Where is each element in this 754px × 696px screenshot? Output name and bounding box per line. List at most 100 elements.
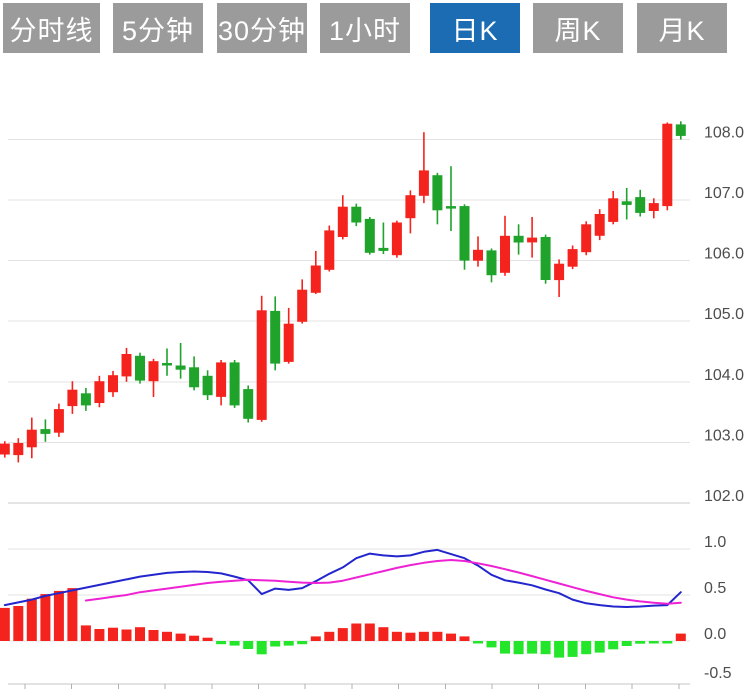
- macd-bar: [500, 641, 510, 654]
- candle-body: [567, 249, 578, 267]
- candle-body: [0, 443, 10, 455]
- candle-body: [67, 389, 78, 407]
- macd-bar: [581, 641, 592, 655]
- candle-body: [446, 206, 456, 209]
- macd-axis-label: 0.5: [704, 580, 726, 597]
- tab-daily-k[interactable]: 日K: [430, 3, 520, 53]
- candle-body: [202, 375, 213, 396]
- macd-bar: [351, 623, 362, 641]
- candle-body: [324, 230, 335, 270]
- macd-bar: [202, 637, 213, 641]
- macd-bar: [324, 631, 335, 641]
- macd-bar: [378, 627, 389, 641]
- macd-bar: [229, 641, 240, 646]
- macd-bar: [594, 641, 605, 653]
- candle-wick: [166, 348, 168, 376]
- candle-body: [500, 235, 510, 273]
- macd-bar: [283, 641, 294, 646]
- candle-body: [175, 365, 186, 370]
- candle-body: [189, 367, 200, 388]
- candle-body: [216, 362, 227, 397]
- tab-30min[interactable]: 30分钟: [217, 3, 307, 53]
- candle-body: [513, 235, 524, 243]
- macd-bar: [256, 641, 267, 655]
- candle-body: [432, 175, 443, 211]
- candle-wick: [423, 132, 425, 204]
- macd-histogram: [0, 588, 686, 658]
- macd-bar: [175, 633, 186, 641]
- macd-axis-label: -0.5: [704, 665, 732, 682]
- candle-wick: [179, 343, 182, 379]
- candle-body: [80, 393, 91, 406]
- macd-bar: [621, 641, 632, 646]
- candle-body: [648, 203, 659, 211]
- macd-bar: [189, 635, 200, 641]
- candle-body: [162, 363, 172, 366]
- candle-body: [94, 381, 105, 403]
- candle-body: [391, 222, 402, 256]
- candle-body: [581, 224, 592, 253]
- tab-monthly-k[interactable]: 月K: [637, 3, 727, 53]
- tab-1hour[interactable]: 1小时: [320, 3, 410, 53]
- macd-bar: [486, 641, 497, 648]
- macd-bar: [446, 633, 456, 641]
- macd-bar: [527, 641, 538, 654]
- candle-body: [108, 375, 118, 393]
- blue-line: [3, 548, 682, 608]
- candle-body: [310, 265, 321, 293]
- macd-bar: [40, 594, 51, 641]
- candle-body: [297, 289, 308, 322]
- macd-bar: [432, 631, 443, 641]
- candle-body: [418, 170, 429, 196]
- candle-body: [378, 247, 389, 251]
- candle-body: [621, 201, 632, 205]
- macd-bar: [13, 606, 24, 641]
- candle-body: [53, 409, 64, 433]
- candles: [0, 121, 686, 463]
- macd-bar: [675, 633, 686, 641]
- macd-bar: [243, 641, 254, 649]
- macd-bar: [554, 641, 565, 658]
- candle-body: [229, 362, 240, 406]
- candle-body: [405, 195, 416, 219]
- macd-bar: [0, 607, 10, 641]
- macd-axis-label: 1.0: [704, 534, 726, 551]
- macd-bar: [297, 641, 308, 645]
- candle-body: [148, 361, 159, 382]
- candle-body: [662, 123, 673, 207]
- tab-minute-line[interactable]: 分时线: [3, 3, 100, 53]
- macd-bar: [67, 588, 78, 641]
- candle-body: [121, 354, 132, 377]
- price-axis-label: 107.0: [704, 185, 744, 202]
- candle-body: [351, 206, 362, 223]
- tab-weekly-k[interactable]: 周K: [533, 3, 623, 53]
- candle-body: [473, 249, 483, 261]
- candle-body: [459, 206, 470, 261]
- macd-bar: [459, 636, 470, 641]
- candle-body: [635, 197, 646, 213]
- macd-bar: [108, 627, 118, 641]
- candle-body: [135, 355, 145, 381]
- macd-bar: [418, 631, 429, 641]
- macd-bar: [635, 641, 646, 644]
- macd-bar: [473, 641, 483, 644]
- macd-bar: [148, 630, 159, 641]
- price-axis-label: 106.0: [704, 246, 744, 263]
- candle-wick: [450, 166, 452, 231]
- candle-body: [554, 263, 565, 281]
- macd-bar: [310, 636, 321, 641]
- macd-bar: [662, 641, 673, 644]
- candle-body: [283, 323, 294, 362]
- price-axis-label: 103.0: [704, 427, 744, 444]
- price-axis-label: 108.0: [704, 125, 744, 142]
- candle-body: [26, 429, 37, 448]
- candle-body: [40, 429, 51, 434]
- macd-bar: [53, 590, 64, 641]
- macd-bar: [364, 623, 375, 641]
- candle-body: [675, 124, 686, 136]
- macd-bar: [94, 629, 105, 641]
- macd-axis-label: 0.0: [704, 626, 726, 643]
- tab-5min[interactable]: 5分钟: [113, 3, 203, 53]
